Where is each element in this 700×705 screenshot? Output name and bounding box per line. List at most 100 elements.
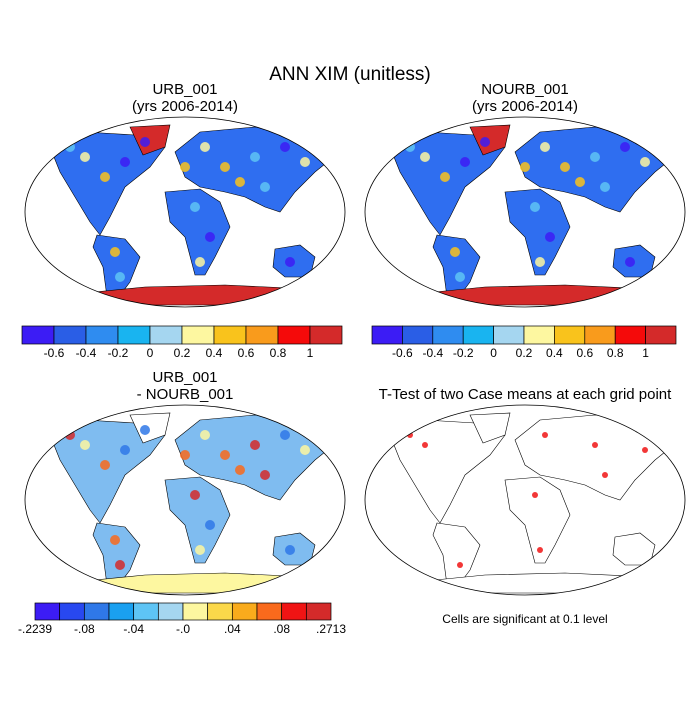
field-spot bbox=[180, 450, 190, 460]
colorbar-box bbox=[305, 602, 332, 621]
colorbar-label: .04 bbox=[224, 622, 241, 636]
colorbar-box bbox=[493, 325, 525, 345]
colorbar-box bbox=[108, 602, 135, 621]
panel-title: URB_001 bbox=[152, 81, 217, 98]
field-spot bbox=[660, 137, 670, 147]
colorbar-box bbox=[133, 602, 159, 621]
colorbar-box bbox=[432, 325, 464, 345]
figure-title: ANN XIM (unitless) bbox=[269, 64, 431, 85]
colorbar-label: 0 bbox=[147, 346, 154, 360]
colorbar-label: -0.2 bbox=[453, 346, 474, 360]
continent bbox=[164, 188, 231, 276]
continent bbox=[63, 572, 311, 594]
continent bbox=[389, 419, 506, 524]
colorbar-box bbox=[645, 325, 677, 345]
field-spot bbox=[140, 137, 150, 147]
field-spot bbox=[205, 520, 215, 530]
field-spot bbox=[545, 232, 555, 242]
field-spot bbox=[602, 472, 608, 478]
colorbar-label: .08 bbox=[273, 622, 290, 636]
field-spot bbox=[100, 460, 110, 470]
field-spot bbox=[662, 427, 668, 433]
colorbar-label: 0.2 bbox=[516, 346, 533, 360]
field-spot bbox=[480, 137, 490, 147]
field-spot bbox=[420, 152, 430, 162]
field-spot bbox=[540, 142, 550, 152]
field-spot bbox=[560, 162, 570, 172]
continent bbox=[49, 131, 166, 236]
colorbar-box bbox=[462, 325, 494, 345]
map bbox=[49, 412, 341, 594]
continent bbox=[403, 284, 651, 306]
continent bbox=[403, 572, 651, 594]
colorbar-box bbox=[117, 325, 151, 345]
colorbar-label: -0.6 bbox=[44, 346, 65, 360]
colorbar-label: 0 bbox=[490, 346, 497, 360]
colorbar-label: 0.6 bbox=[238, 346, 255, 360]
colorbar-box bbox=[554, 325, 586, 345]
field-spot bbox=[455, 272, 465, 282]
field-spot bbox=[640, 157, 650, 167]
field-spot bbox=[250, 152, 260, 162]
map-frame bbox=[364, 404, 686, 596]
colorbar-label: 0.8 bbox=[607, 346, 624, 360]
colorbar-box bbox=[371, 325, 403, 345]
field-spot bbox=[457, 562, 463, 568]
colorbar-box bbox=[59, 602, 85, 621]
field-spot bbox=[205, 232, 215, 242]
field-spot bbox=[115, 560, 125, 570]
field-spot bbox=[195, 545, 205, 555]
colorbar-box bbox=[181, 325, 215, 345]
continent bbox=[504, 188, 571, 276]
colorbar-box bbox=[207, 602, 233, 621]
colorbar-box bbox=[281, 602, 307, 621]
field-spot bbox=[520, 162, 530, 172]
map-frame bbox=[24, 404, 346, 596]
field-spot bbox=[600, 182, 610, 192]
field-spot bbox=[140, 425, 150, 435]
colorbar-label: 0.4 bbox=[206, 346, 223, 360]
field-spot bbox=[460, 157, 470, 167]
colorbar-box bbox=[34, 602, 61, 621]
panel-title: (yrs 2006-2014) bbox=[132, 98, 238, 115]
colorbar-label: 0.6 bbox=[576, 346, 593, 360]
colorbar-label: -0.4 bbox=[76, 346, 97, 360]
continents bbox=[389, 412, 681, 594]
colorbar-label: 1 bbox=[307, 346, 314, 360]
field-spot bbox=[592, 442, 598, 448]
field-spot bbox=[300, 445, 310, 455]
panel-title: URB_001 bbox=[152, 369, 217, 386]
field-spot bbox=[110, 247, 120, 257]
field-spot bbox=[220, 162, 230, 172]
colorbar-label: 1 bbox=[642, 346, 649, 360]
colorbar-box bbox=[157, 602, 184, 621]
continent bbox=[164, 476, 231, 564]
colorbar-box bbox=[213, 325, 247, 345]
field-spot bbox=[115, 272, 125, 282]
field-spot bbox=[542, 432, 548, 438]
colorbar-box bbox=[83, 602, 110, 621]
field-spot bbox=[642, 447, 648, 453]
field-spot bbox=[195, 257, 205, 267]
continents bbox=[49, 124, 341, 306]
colorbar-box bbox=[309, 325, 343, 345]
field-spot bbox=[220, 450, 230, 460]
panel-title: NOURB_001 bbox=[481, 81, 569, 98]
field-spot bbox=[235, 177, 245, 187]
field-spot bbox=[190, 490, 200, 500]
continent bbox=[129, 124, 171, 156]
colorbar-box bbox=[53, 325, 87, 345]
field-spot bbox=[120, 157, 130, 167]
colorbar-label: 0.8 bbox=[270, 346, 287, 360]
field-spot bbox=[80, 440, 90, 450]
field-spot bbox=[285, 257, 295, 267]
colorbar-box bbox=[85, 325, 119, 345]
field-spot bbox=[80, 152, 90, 162]
map bbox=[389, 412, 681, 594]
colorbar-label: -.2239 bbox=[18, 622, 52, 636]
field-spot bbox=[285, 545, 295, 555]
colorbar-label: -0.2 bbox=[108, 346, 129, 360]
map bbox=[389, 124, 681, 306]
field-spot bbox=[440, 172, 450, 182]
